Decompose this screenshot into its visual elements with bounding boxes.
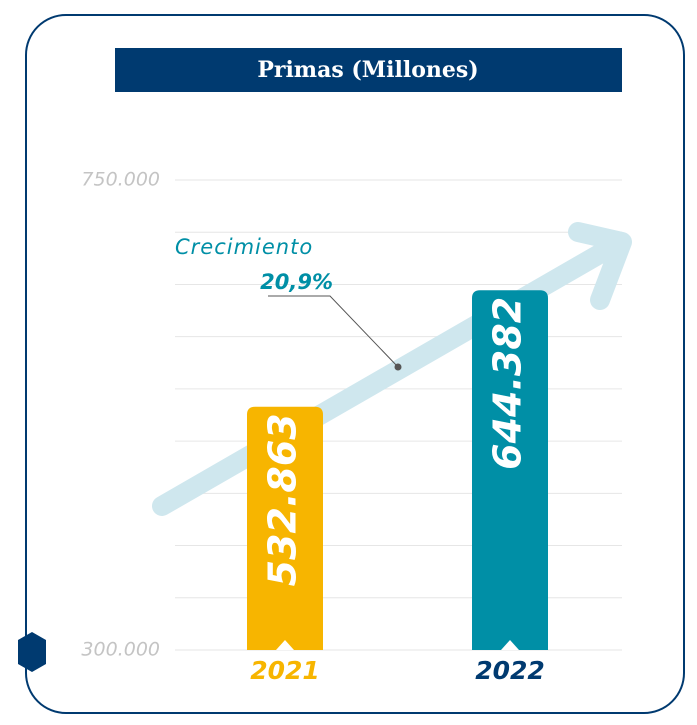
- annotation: 20,9%: [260, 270, 333, 294]
- bar: [247, 406, 323, 650]
- x-tick-label: 2021: [250, 656, 320, 685]
- x-tick-label: 2022: [475, 656, 545, 685]
- bar-notch: [276, 640, 294, 650]
- hexagon-decoration: [18, 632, 46, 672]
- value-label: 532.863: [261, 413, 305, 586]
- card: [25, 14, 685, 714]
- chart-title: Primas (Millones): [257, 57, 478, 83]
- annotation: Crecimiento: [175, 235, 313, 259]
- title-banner: [115, 48, 622, 92]
- bar: [472, 290, 548, 650]
- value-label: 644.382: [486, 297, 530, 470]
- y-tick-label: 750.000: [81, 169, 160, 191]
- bar-notch: [501, 640, 519, 650]
- annotation-leader: [268, 295, 399, 368]
- y-tick-label: 300.000: [81, 639, 160, 661]
- annotation-dot: [394, 363, 402, 371]
- growth-arrow-head: [568, 222, 632, 310]
